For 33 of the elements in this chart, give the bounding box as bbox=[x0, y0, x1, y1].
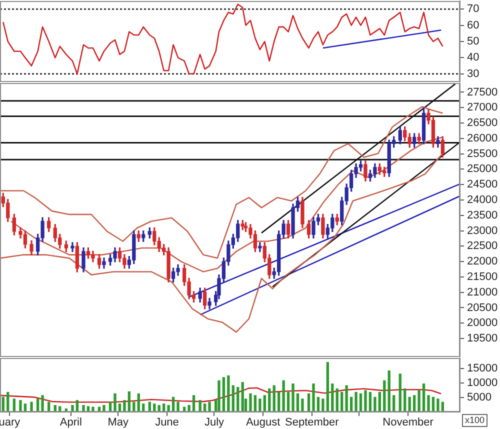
y-tick-label: 60 bbox=[467, 19, 480, 32]
y-tick-label: 25500 bbox=[467, 148, 498, 160]
y-tick-label: 19500 bbox=[467, 332, 498, 345]
y-tick-label: 20000 bbox=[467, 317, 498, 330]
y-tick-label: 22500 bbox=[467, 240, 498, 252]
x-tick-label: April bbox=[60, 416, 82, 429]
x-tick-label: June bbox=[155, 416, 179, 429]
y-tick-label: 26000 bbox=[467, 132, 498, 144]
y-tick-label: 21500 bbox=[467, 270, 498, 283]
y-tick-label: 27500 bbox=[467, 86, 498, 98]
y-axis-title: x100 bbox=[465, 414, 485, 425]
y-tick-label: 24000 bbox=[467, 194, 498, 206]
x-tick-label: May bbox=[108, 416, 130, 429]
y-tick-label: 26500 bbox=[467, 117, 498, 130]
x-tick-label: September bbox=[285, 416, 340, 429]
y-tick-label: 50 bbox=[467, 36, 480, 48]
y-tick-label: 21000 bbox=[467, 286, 498, 298]
y-tick-label: 24500 bbox=[467, 178, 498, 191]
y-tick-label: 10000 bbox=[467, 377, 498, 389]
x-tick-label: July bbox=[204, 416, 225, 429]
y-tick-label: 25000 bbox=[467, 163, 498, 176]
x-tick-label: November bbox=[382, 416, 434, 429]
y-tick-label: 30 bbox=[467, 68, 480, 80]
y-tick-label: 15000 bbox=[467, 362, 498, 374]
y-tick-label: 22000 bbox=[467, 256, 498, 268]
y-tick-label: 23000 bbox=[467, 224, 498, 237]
y-tick-label: 40 bbox=[467, 52, 480, 64]
x-tick-label: August bbox=[246, 416, 280, 429]
y-tick-label: 23500 bbox=[467, 209, 498, 222]
y-tick-label: 20500 bbox=[467, 302, 498, 314]
y-tick-label: 70 bbox=[467, 3, 480, 16]
y-tick-label: 27000 bbox=[467, 102, 498, 114]
y-tick-label: 5000 bbox=[467, 392, 492, 404]
